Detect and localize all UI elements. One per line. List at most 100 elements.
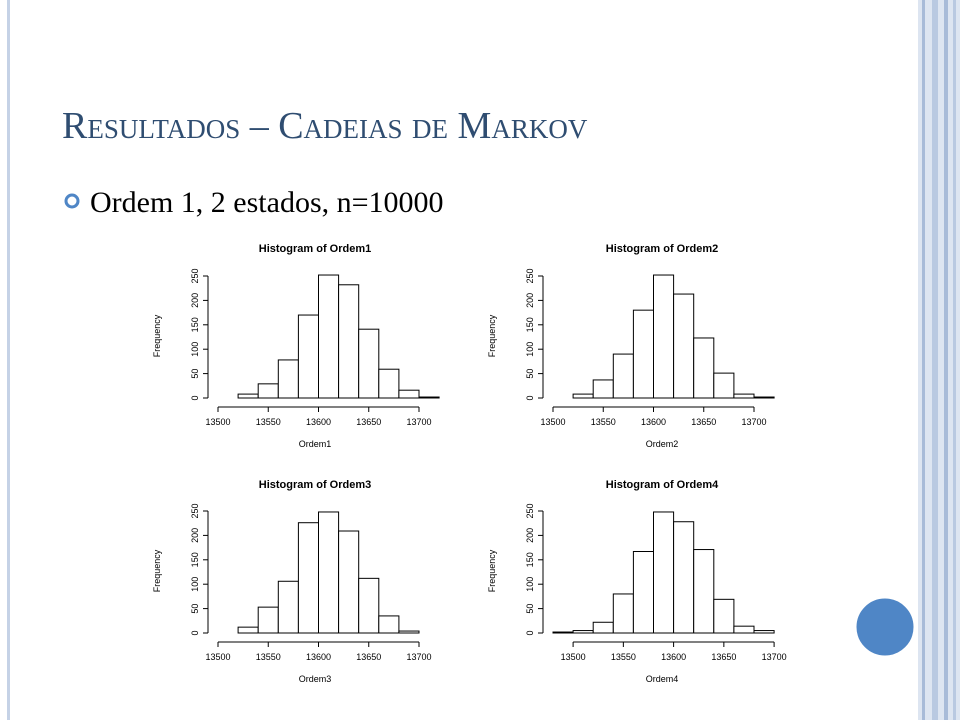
histogram-bar	[713, 372, 735, 399]
y-tick-label: 0	[190, 630, 200, 635]
histogram-bar	[358, 328, 380, 399]
y-axis-label: Frequency	[152, 314, 162, 357]
x-tick-label: 13500	[205, 652, 230, 662]
y-tick-label: 250	[190, 503, 200, 518]
x-tick-label: 13500	[540, 417, 565, 427]
y-tick-label: 0	[525, 630, 535, 635]
y-tick-label: 250	[525, 268, 535, 283]
histogram-bar	[673, 293, 695, 399]
histogram-bar	[277, 580, 299, 634]
x-tick-label: 13600	[661, 652, 686, 662]
histogram-bar	[398, 630, 420, 634]
chart-title: Histogram of Ordem1	[259, 243, 371, 255]
x-tick-label: 13550	[591, 417, 616, 427]
histogram-bar	[632, 309, 655, 399]
bullet-icon	[64, 193, 80, 209]
histogram-bar	[297, 522, 319, 634]
decor-circle	[853, 595, 917, 659]
x-tick-label: 13700	[741, 417, 766, 427]
histogram-bar	[338, 530, 360, 634]
y-tick-label: 100	[525, 577, 535, 592]
histogram-bar	[753, 396, 775, 399]
y-tick-label: 100	[525, 342, 535, 357]
histogram-bar	[592, 379, 614, 399]
bullet-text: Ordem 1, 2 estados, n=10000	[90, 186, 444, 219]
histogram-bar	[378, 615, 400, 634]
y-tick-label: 200	[190, 293, 200, 308]
histogram-bar	[257, 606, 279, 634]
y-tick-label: 0	[525, 395, 535, 400]
y-tick-label: 50	[190, 604, 200, 614]
x-tick-label: 13650	[691, 417, 716, 427]
histogram-bar	[398, 389, 420, 399]
right-stripe	[932, 0, 938, 720]
histogram-bar	[733, 625, 755, 634]
slide-title: Resultados – Cadeias de Markov	[62, 105, 588, 147]
y-axis-label: Frequency	[487, 314, 497, 357]
right-stripe	[922, 0, 925, 720]
x-tick-label: 13500	[205, 417, 230, 427]
x-tick-label: 13550	[256, 417, 281, 427]
histogram-bar	[418, 396, 440, 399]
histogram-bar	[277, 359, 299, 399]
y-tick-label: 150	[190, 552, 200, 567]
histogram-bar	[318, 274, 340, 399]
histogram-bar	[653, 274, 675, 399]
y-tick-label: 200	[525, 528, 535, 543]
histogram-bar	[733, 393, 755, 399]
histogram-bar	[612, 353, 634, 399]
y-axis-label: Frequency	[487, 549, 497, 592]
histogram-bar	[673, 521, 695, 634]
x-tick-label: 13700	[406, 652, 431, 662]
histogram-bar	[552, 631, 574, 634]
y-tick-label: 250	[190, 268, 200, 283]
histogram-bar	[693, 337, 715, 399]
x-tick-label: 13600	[641, 417, 666, 427]
histogram-bar	[237, 393, 259, 399]
histogram-bar	[358, 577, 380, 634]
histogram-bar	[257, 383, 279, 399]
histogram-bar	[338, 284, 360, 399]
x-axis-label: Ordem4	[646, 674, 679, 684]
histogram-bar	[693, 549, 715, 634]
y-tick-label: 50	[190, 369, 200, 379]
histogram-bar	[572, 393, 594, 399]
right-stripe	[944, 0, 948, 720]
histogram-bar	[297, 314, 319, 399]
y-axis-label: Frequency	[152, 549, 162, 592]
chart-title: Histogram of Ordem3	[259, 479, 371, 491]
histogram-bar	[632, 551, 655, 634]
y-tick-label: 0	[190, 395, 200, 400]
histogram-bar	[612, 593, 634, 634]
x-tick-label: 13600	[306, 652, 331, 662]
x-axis-label: Ordem2	[646, 439, 679, 449]
y-tick-label: 100	[190, 577, 200, 592]
left-border	[7, 0, 10, 720]
chart-title: Histogram of Ordem4	[606, 479, 719, 491]
y-tick-label: 50	[525, 604, 535, 614]
histogram-bar	[592, 621, 614, 634]
histogram-bar	[318, 511, 340, 634]
x-tick-label: 13600	[306, 417, 331, 427]
x-tick-label: 13650	[356, 417, 381, 427]
x-tick-label: 13700	[406, 417, 431, 427]
x-axis-label: Ordem1	[299, 439, 332, 449]
chart-title: Histogram of Ordem2	[606, 243, 718, 255]
histogram-bar	[378, 368, 400, 399]
histogram-bar	[572, 630, 594, 634]
x-tick-label: 13700	[762, 652, 787, 662]
y-tick-label: 150	[190, 317, 200, 332]
y-tick-label: 200	[190, 528, 200, 543]
y-tick-label: 250	[525, 503, 535, 518]
y-tick-label: 100	[190, 342, 200, 357]
x-tick-label: 13550	[256, 652, 281, 662]
y-tick-label: 200	[525, 293, 535, 308]
histogram-bar	[653, 511, 675, 634]
histogram-bar	[713, 598, 735, 634]
x-tick-label: 13550	[611, 652, 636, 662]
right-stripe	[953, 0, 956, 720]
x-tick-label: 13650	[711, 652, 736, 662]
y-tick-label: 150	[525, 317, 535, 332]
